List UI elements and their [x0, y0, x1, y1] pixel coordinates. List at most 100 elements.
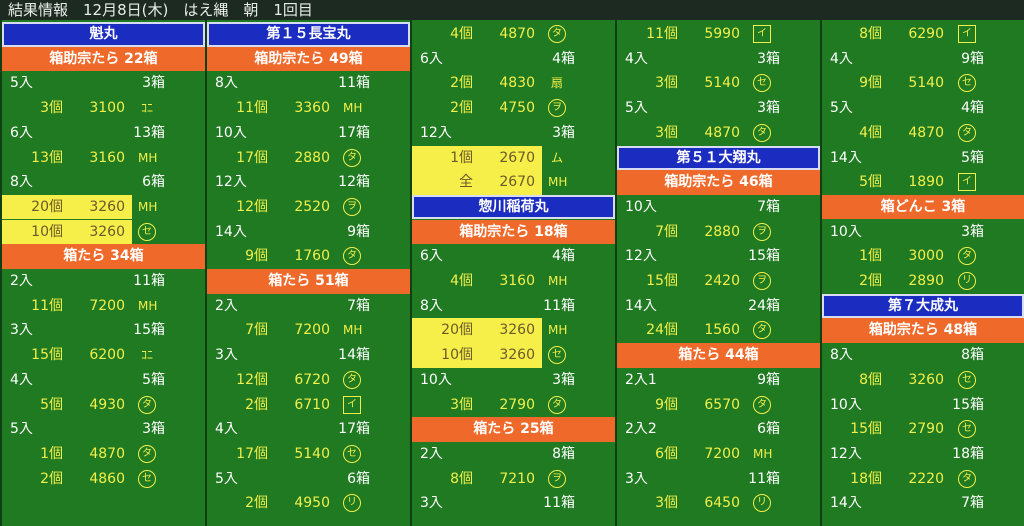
price-row: 2個 2890 リ — [822, 269, 1024, 294]
size-label: 4入 — [830, 50, 853, 67]
price-row: 15個 2420 ヲ — [617, 269, 820, 294]
unit-price: 2880 — [704, 223, 740, 240]
size-label: 10入 — [625, 198, 657, 215]
size-label: 5入 — [215, 470, 238, 487]
ship-header: 第７大成丸 — [822, 293, 1024, 319]
unit-price: 1560 — [704, 322, 740, 339]
size-row: 2入1 9箱 — [617, 368, 820, 393]
unit-price: 6710 — [294, 396, 330, 413]
size-label: 5入 — [10, 75, 33, 92]
unit-price: 2670 — [499, 149, 535, 166]
piece-count: 1個 — [859, 248, 882, 265]
board-title: 結果情報 12月8日(木) はえ縄 朝 1回目 — [0, 0, 1024, 20]
size-row: 6入 13箱 — [2, 121, 205, 146]
piece-count: 15個 — [646, 273, 678, 289]
buyer-mark: リ — [958, 272, 976, 290]
size-row: 4入 9箱 — [822, 47, 1024, 72]
piece-count: 4個 — [450, 273, 473, 289]
piece-count: 9個 — [655, 396, 678, 413]
piece-count: 20個 — [441, 322, 473, 339]
size-row: 14入 7箱 — [822, 491, 1024, 516]
unit-price: 5140 — [704, 75, 740, 92]
piece-count: 24個 — [646, 322, 678, 339]
size-row: 2入 8箱 — [412, 442, 615, 467]
size-row: 3入 15箱 — [2, 318, 205, 343]
buyer-mark: MH — [343, 101, 363, 116]
piece-count: 2個 — [245, 396, 268, 413]
price-row: 12個 6720 タ — [207, 368, 410, 393]
box-count: 5箱 — [142, 371, 165, 388]
price-row: 7個 2880 ヲ — [617, 220, 820, 245]
piece-count: 全 — [459, 174, 473, 191]
size-label: 10入 — [830, 396, 862, 413]
box-count: 12箱 — [338, 174, 370, 191]
piece-count: 17個 — [236, 445, 268, 462]
unit-price: 2220 — [908, 470, 944, 487]
box-count: 3箱 — [552, 124, 575, 141]
category-header: 箱助宗たら 49箱 — [207, 46, 410, 72]
size-row: 8入 11箱 — [412, 294, 615, 319]
price-row: 2個 6710 イ — [207, 393, 410, 418]
unit-price: 3260 — [89, 223, 125, 240]
unit-price: 4870 — [908, 124, 944, 141]
price-row: 9個 5140 セ — [822, 71, 1024, 96]
piece-count: 8個 — [859, 371, 882, 388]
size-row: 2入 11箱 — [2, 269, 205, 294]
size-row: 6入 4箱 — [412, 244, 615, 269]
buyer-mark: タ — [343, 247, 361, 266]
size-label: 3入 — [625, 470, 648, 487]
category-header: 箱たら 44箱 — [617, 343, 820, 368]
unit-price: 3260 — [499, 322, 535, 339]
size-label: 6入 — [10, 124, 33, 141]
size-row: 4入 3箱 — [617, 47, 820, 72]
piece-count: 2個 — [245, 495, 268, 512]
unit-price: 7210 — [499, 470, 535, 487]
box-count: 13箱 — [133, 124, 165, 141]
size-label: 5入 — [625, 100, 648, 117]
unit-price: 3160 — [89, 149, 125, 166]
buyer-mark: タ — [138, 444, 156, 463]
piece-count: 11個 — [646, 26, 678, 42]
price-row: 11個 5990 イ — [617, 22, 820, 47]
unit-price: 7200 — [89, 297, 125, 314]
category-header: 箱どんこ 3箱 — [822, 194, 1024, 220]
buyer-mark: ｺﾆ — [140, 101, 153, 116]
box-count: 9箱 — [347, 223, 370, 240]
unit-price: 5140 — [908, 75, 944, 92]
price-row: 24個 1560 タ — [617, 318, 820, 343]
piece-count: 4個 — [859, 124, 882, 141]
price-row: 10個 3260 セ — [412, 343, 615, 368]
category-header: 箱助宗たら 18箱 — [412, 219, 615, 245]
buyer-mark: MH — [138, 298, 158, 313]
buyer-mark: MH — [548, 323, 568, 338]
size-label: 12入 — [830, 445, 862, 462]
price-row: 10個 3260 セ — [2, 219, 205, 245]
price-row: 8個 3260 セ — [822, 368, 1024, 393]
highlight — [412, 145, 542, 171]
box-count: 17箱 — [338, 421, 370, 438]
price-row: 3個 6450 リ — [617, 491, 820, 516]
size-label: 4入 — [625, 50, 648, 67]
price-row: 11個 3360 MH — [207, 96, 410, 121]
buyer-mark: イ — [958, 173, 976, 192]
box-count: 15箱 — [748, 248, 780, 265]
piece-count: 11個 — [31, 297, 63, 314]
piece-count: 13個 — [31, 149, 63, 166]
size-label: 8入 — [830, 347, 853, 364]
piece-count: 2個 — [859, 273, 882, 289]
size-label: 12入 — [215, 174, 247, 191]
box-count: 8箱 — [552, 445, 575, 462]
box-count: 7箱 — [347, 297, 370, 314]
unit-price: 5140 — [294, 445, 330, 462]
size-label: 12入 — [420, 124, 452, 141]
size-row: 10入 17箱 — [207, 121, 410, 146]
unit-price: 4830 — [499, 75, 535, 92]
price-row: 5個 4930 タ — [2, 393, 205, 418]
unit-price: 6290 — [908, 26, 944, 42]
box-count: 6箱 — [142, 174, 165, 191]
ship-header: 惣川稲荷丸 — [412, 194, 615, 220]
size-row: 14入 24箱 — [617, 294, 820, 319]
price-row: 3個 2790 タ — [412, 393, 615, 418]
size-row: 12入 3箱 — [412, 121, 615, 146]
